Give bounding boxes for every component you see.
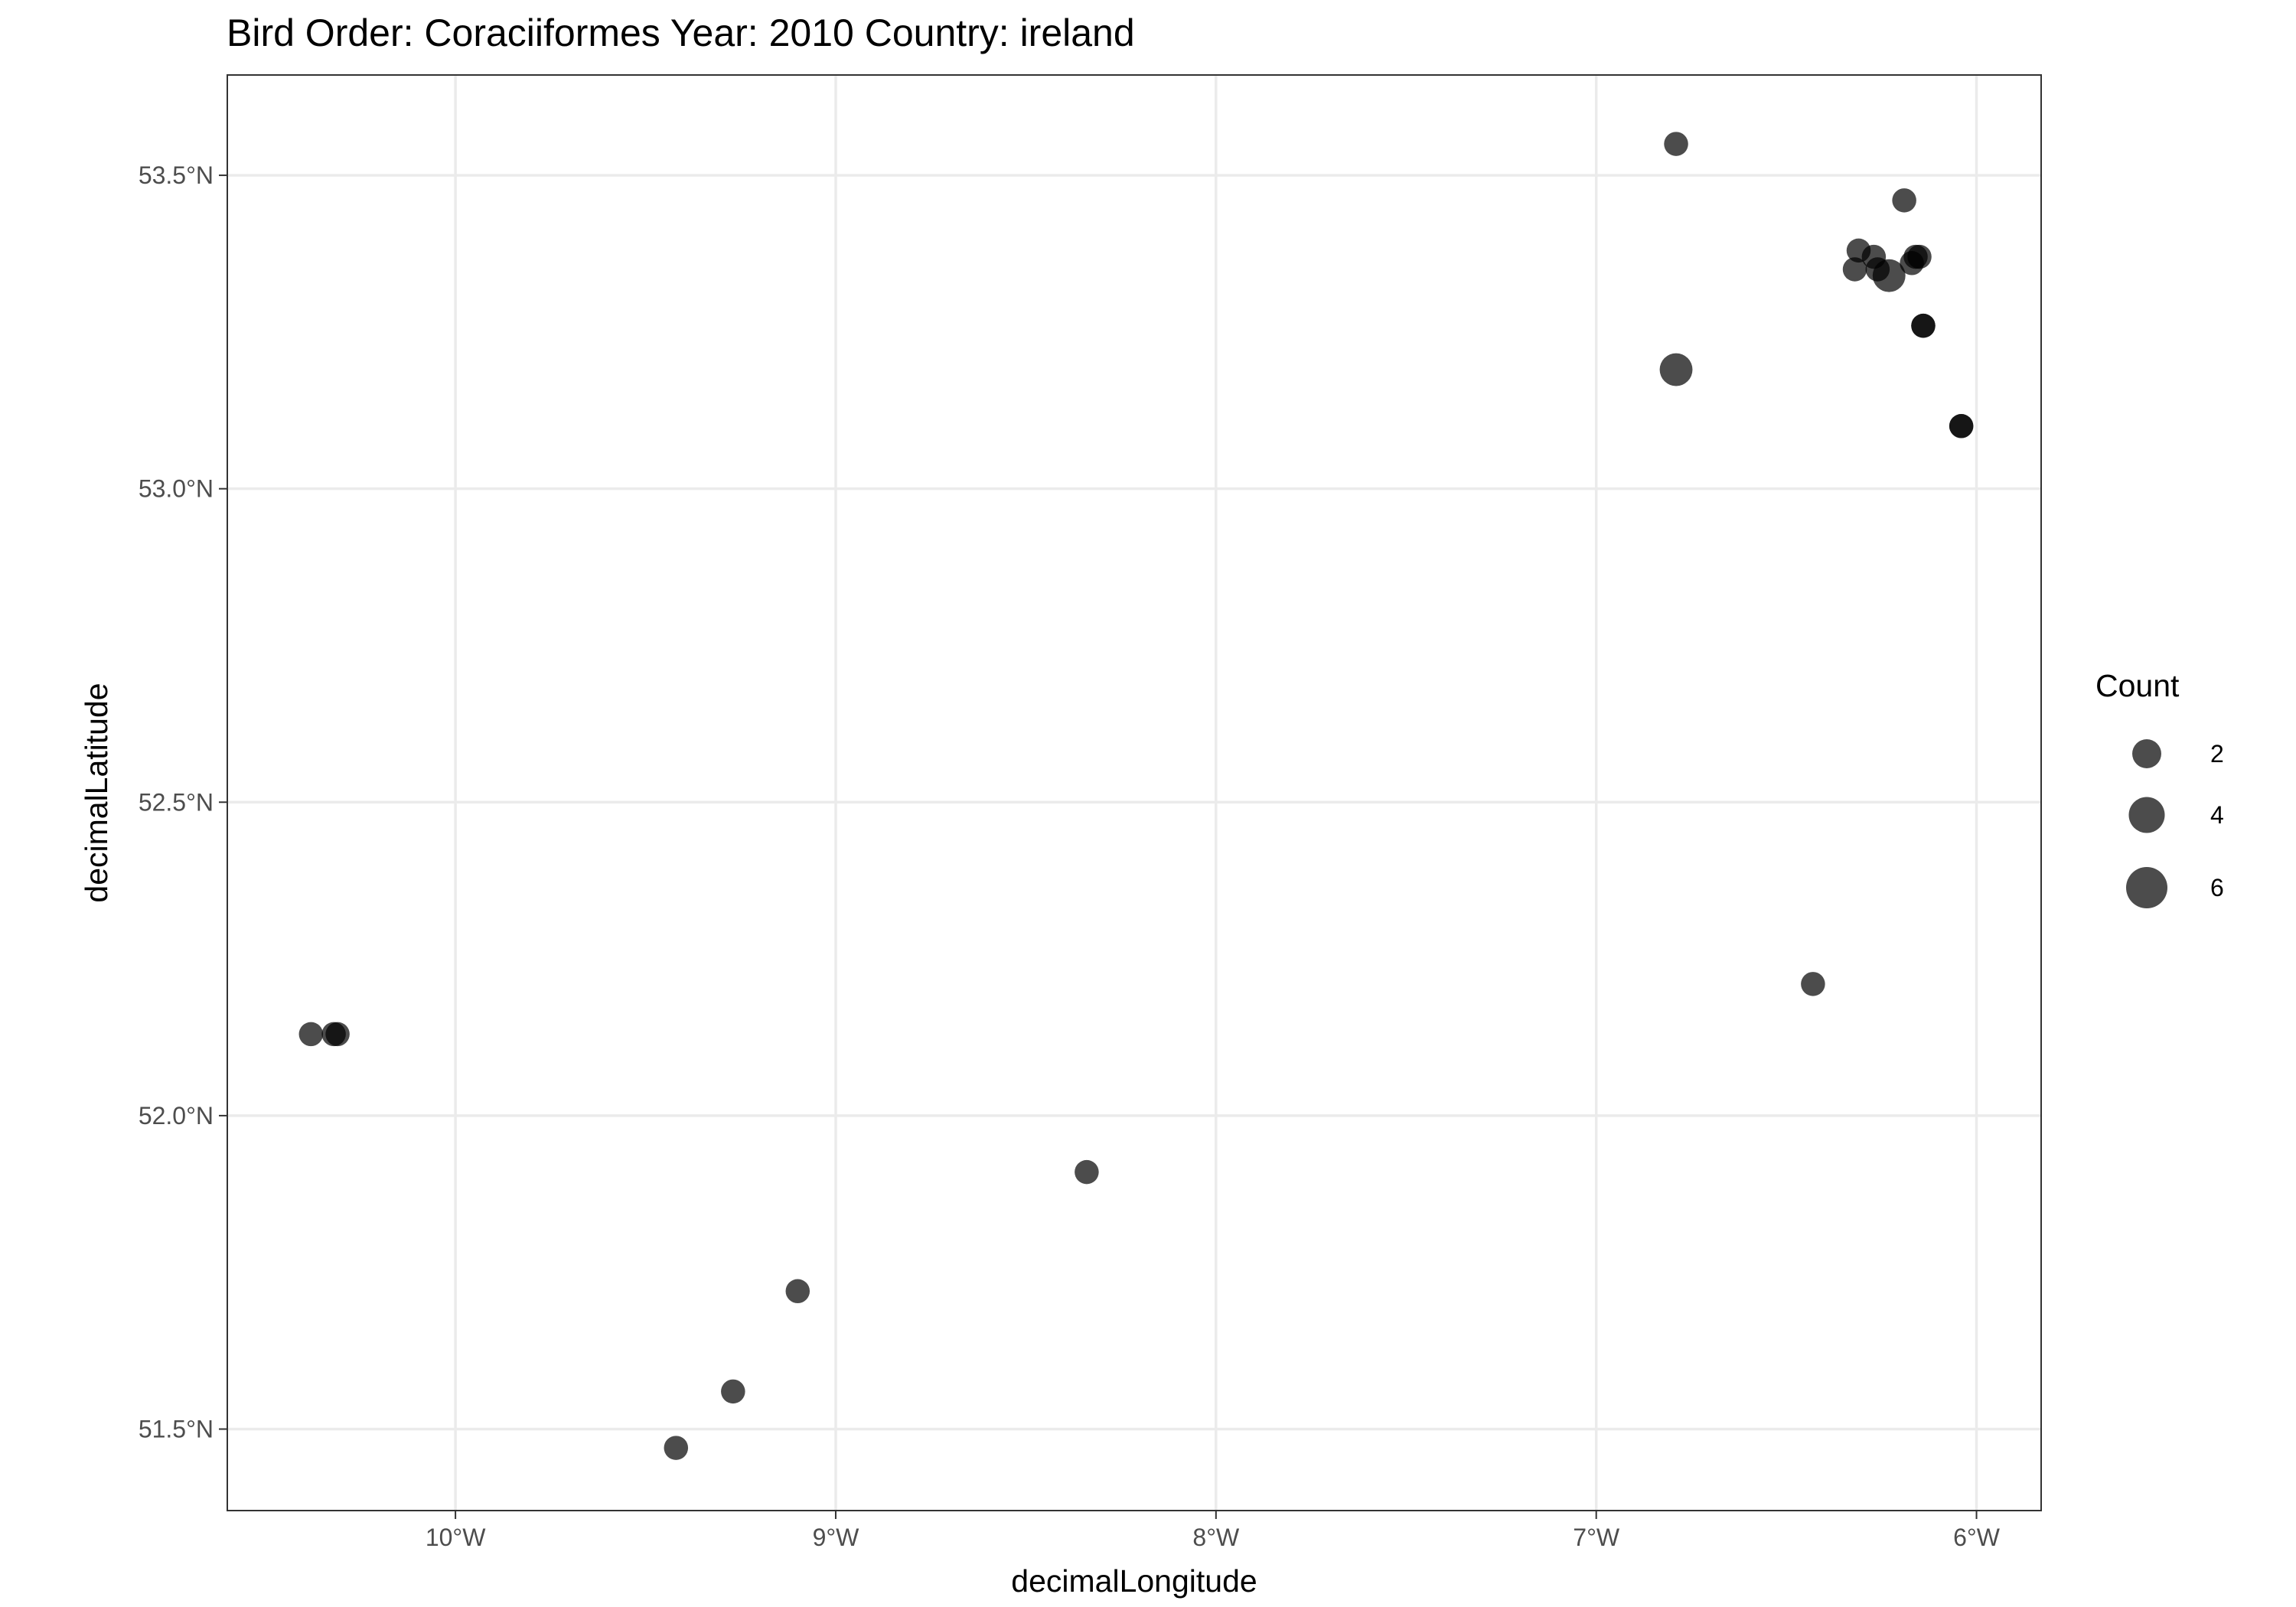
data-point-8	[1900, 251, 1924, 275]
y-tick-label-3: 53.0°N	[139, 475, 214, 503]
plot-panel-border	[227, 74, 2042, 1511]
x-tick-label-3: 7°W	[1573, 1524, 1620, 1551]
legend-key-4	[2128, 797, 2165, 833]
data-point-1	[1892, 188, 1916, 213]
data-point-20	[785, 1279, 810, 1304]
legend-key-2	[2132, 739, 2161, 768]
data-point-22	[664, 1436, 689, 1460]
data-point-14	[1949, 414, 1974, 438]
y-axis-label: decimalLatitude	[79, 683, 114, 902]
data-point-19	[1075, 1159, 1099, 1185]
x-axis-ticks: 10°W 9°W 8°W 7°W 6°W	[426, 1511, 2001, 1551]
legend-key-6	[2126, 867, 2167, 908]
grid-lines	[227, 75, 2041, 1511]
data-point-12	[1659, 353, 1693, 386]
x-tick-label-1: 9°W	[813, 1524, 860, 1551]
x-tick-label-4: 6°W	[1953, 1524, 2001, 1551]
data-point-18	[325, 1022, 350, 1047]
legend-title: Count	[2095, 668, 2180, 703]
data-point-6	[1842, 257, 1867, 282]
y-axis-ticks: 51.5°N 52.0°N 52.5°N 53.0°N 53.5°N	[139, 161, 227, 1443]
x-tick-label-2: 8°W	[1192, 1524, 1240, 1551]
data-point-11	[1911, 313, 1936, 338]
data-points	[298, 132, 1974, 1460]
chart-title: Bird Order: Coraciiformes Year: 2010 Cou…	[227, 11, 1135, 54]
legend: Count 2 4 6	[2095, 668, 2224, 908]
legend-entries: 2 4 6	[2126, 739, 2224, 908]
y-tick-label-0: 51.5°N	[139, 1416, 214, 1443]
x-tick-label-0: 10°W	[426, 1524, 486, 1551]
legend-label-6: 6	[2210, 874, 2224, 901]
x-axis-label: decimalLongitude	[1011, 1563, 1257, 1599]
data-point-21	[721, 1379, 745, 1404]
y-tick-label-4: 53.5°N	[139, 161, 214, 189]
data-point-0	[1664, 132, 1688, 156]
data-point-16	[298, 1022, 324, 1047]
legend-label-2: 2	[2210, 740, 2224, 768]
legend-label-4: 4	[2210, 801, 2224, 829]
data-point-9	[1872, 259, 1906, 292]
y-tick-label-2: 52.5°N	[139, 788, 214, 816]
y-tick-label-1: 52.0°N	[139, 1102, 214, 1129]
data-point-15	[1801, 972, 1825, 996]
